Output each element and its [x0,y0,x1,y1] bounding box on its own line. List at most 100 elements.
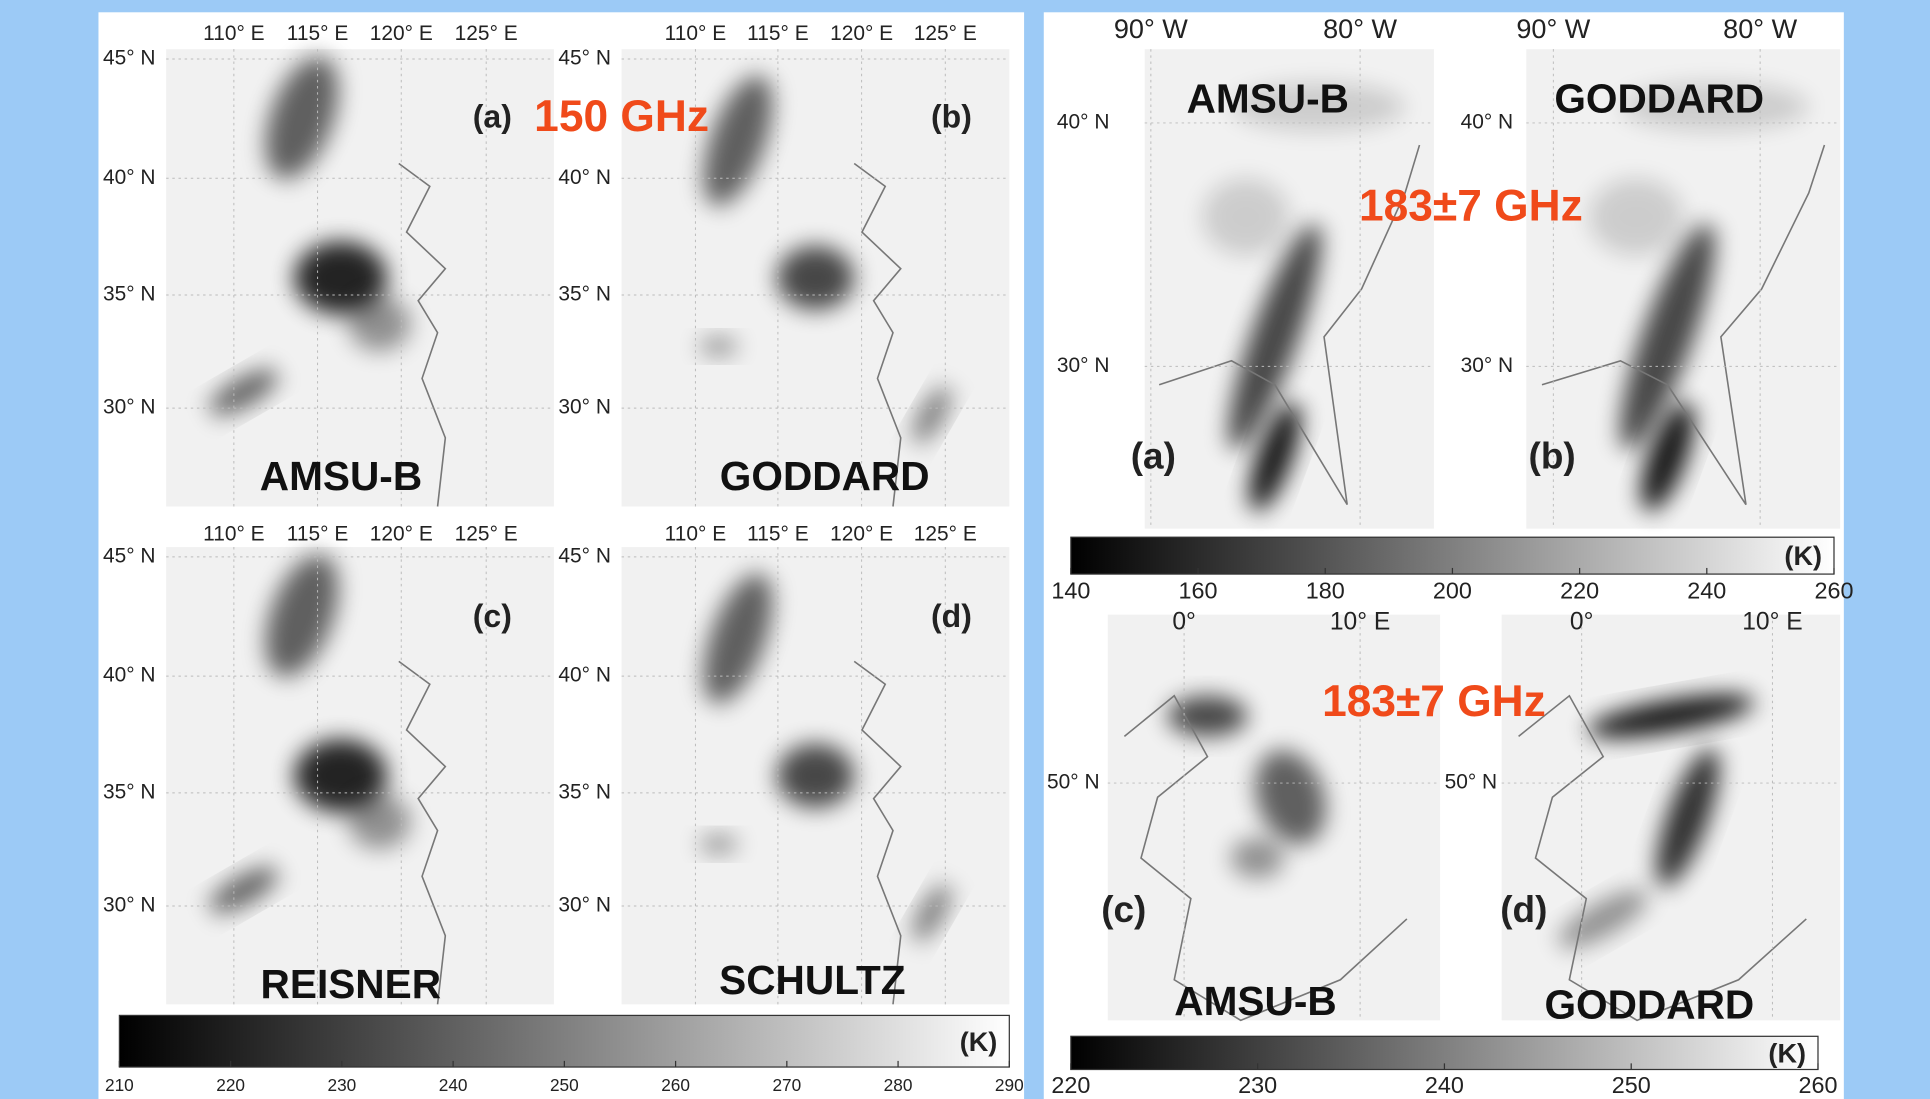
lon-label: 125° E [455,22,518,45]
lat-label: 45° N [558,544,611,567]
colorbar-tick-label: 220 [1560,578,1599,604]
cloud-feature [265,56,339,179]
colorbar-tick-label: 230 [1238,1072,1277,1098]
cloud-feature [1558,889,1648,948]
lat-label: 35° N [558,780,611,803]
lon-label: 115° E [747,522,809,545]
cloud-feature [209,369,278,415]
lat-label: 35° N [103,283,156,306]
lat-label: 45° N [103,47,156,70]
frequency-title: 183±7 GHz [1322,677,1546,726]
coastline [398,660,447,1005]
cloud-feature [1620,82,1809,131]
coastline [1123,694,1408,1022]
lat-label: 40° N [558,166,611,189]
cloud-feature [703,75,773,206]
colorbar-tick-label: 180 [1306,578,1345,604]
colorbar-tick-label: 240 [1425,1072,1464,1098]
lon-label: 120° E [370,522,433,545]
panel-tag: (d) [931,598,972,634]
cloud-feature [1620,223,1715,450]
lat-label: 40° N [1057,110,1110,133]
coastline [853,162,902,507]
colorbar-unit: (K) [1784,541,1822,571]
lat-label: 30° N [103,396,156,419]
panel-tag: (a) [473,99,512,135]
coastline [398,162,447,507]
colorbar-tick-label: 230 [327,1075,356,1095]
lon-label: 0° [1570,609,1594,636]
lat-label: 35° N [558,283,611,306]
model-label: REISNER [261,961,442,1007]
colorbar-tick-label: 250 [550,1075,579,1095]
lon-label: 10° E [1742,609,1802,636]
colorbar-tick-label: 260 [1814,578,1853,604]
cloud-feature [1202,178,1290,256]
lat-label: 30° N [103,894,156,917]
map-panel [1107,614,1441,1022]
cloud-feature [1587,694,1755,738]
map-panel [621,547,1010,1005]
cloud-feature [703,573,773,704]
model-label: GODDARD [720,453,930,499]
cloud-feature [348,296,411,351]
colorbar-unit: (K) [1768,1039,1806,1069]
lon-label: 110° E [203,22,265,45]
lon-label: 90° W [1114,14,1188,44]
lat-label: 40° N [103,166,156,189]
map-panel [1501,614,1841,1022]
colorbar-tick-label: 140 [1051,578,1090,604]
lat-label: 45° N [103,544,156,567]
lat-label: 45° N [558,47,611,70]
lon-label: 110° E [665,22,727,45]
cloud-feature [699,337,738,356]
coastline [1541,144,1826,506]
lat-label: 30° N [1461,354,1514,377]
map-panel [1144,49,1434,529]
coastline [1518,694,1807,1022]
lat-label: 35° N [103,780,156,803]
panel-tag: (c) [473,598,512,634]
lon-label: 120° E [370,22,433,45]
map-panel [621,49,1010,507]
colorbar-tick-label: 260 [661,1075,690,1095]
colorbar-tick-label: 290 [995,1075,1024,1095]
lat-label: 40° N [558,664,611,687]
model-label: AMSU-B [1187,76,1349,122]
colorbar-unit: (K) [960,1027,998,1057]
lon-label: 120° E [830,22,893,45]
colorbar-tick-label: 250 [1612,1072,1651,1098]
coastline [853,660,902,1005]
lon-label: 90° W [1516,14,1590,44]
panel-tag: (c) [1101,889,1146,930]
model-label: SCHULTZ [719,957,905,1003]
lon-label: 115° E [747,22,809,45]
colorbar [118,1014,1010,1068]
cloud-feature [1231,82,1406,131]
lon-label: 115° E [287,22,349,45]
colorbar-tick-label: 160 [1179,578,1218,604]
colorbar-tick-label: 220 [216,1075,245,1095]
cloud-feature [1167,695,1248,737]
panel-tag: (b) [931,99,972,135]
cloud-feature [1589,178,1684,256]
lat-label: 30° N [558,396,611,419]
colorbar-tick-label: 270 [772,1075,801,1095]
lon-label: 125° E [455,522,518,545]
model-label: GODDARD [1554,76,1764,122]
cloud-feature [1230,837,1284,879]
cloud-feature [776,245,855,310]
colorbar-tick-label: 220 [1051,1072,1090,1098]
lat-label: 50° N [1445,771,1498,794]
cloud-feature [912,386,951,444]
cloud-feature [209,867,278,913]
frequency-title: 183±7 GHz [1359,182,1583,231]
panel-tag: (b) [1529,435,1576,476]
lon-label: 125° E [914,22,977,45]
lat-label: 30° N [558,894,611,917]
lat-label: 40° N [1461,110,1514,133]
lon-label: 110° E [665,522,727,545]
cloud-feature [912,884,951,942]
lon-label: 0° [1172,609,1196,636]
